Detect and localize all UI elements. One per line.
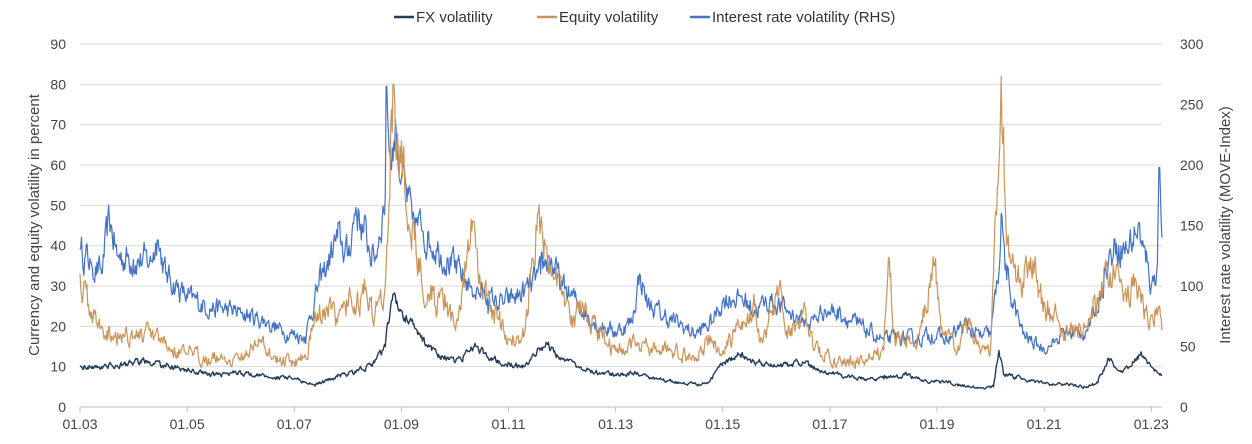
left-tick-label: 80 [50, 76, 66, 92]
right-tick-label: 0 [1180, 399, 1188, 415]
left-axis-title: Currency and equity volatility in percen… [26, 93, 43, 356]
right-tick-label: 150 [1180, 218, 1204, 234]
series-layer [79, 75, 1163, 390]
series-line-interest-rate-volatility-rhs [79, 85, 1163, 355]
right-tick-label: 300 [1180, 36, 1204, 52]
legend: FX volatility Equity volatility Interest r… [394, 9, 895, 26]
x-tick-label: 01.09 [384, 416, 419, 432]
left-axis-ticks: 0 10 20 30 40 50 60 70 80 90 [50, 36, 66, 415]
right-axis-title: Interest rate volatility (MOVE-Index) [1217, 106, 1234, 344]
right-tick-label: 250 [1180, 97, 1204, 113]
right-tick-label: 100 [1180, 278, 1204, 294]
left-tick-label: 40 [50, 238, 66, 254]
x-tick-label: 01.07 [277, 416, 312, 432]
left-tick-label: 20 [50, 318, 66, 334]
right-axis-ticks: 0 50 100 150 200 250 300 [1180, 36, 1204, 415]
x-tick-label: 01.11 [492, 416, 526, 432]
left-tick-label: 50 [50, 197, 66, 213]
x-tick-label: 01.03 [62, 416, 97, 432]
x-tick-label: 01.13 [598, 416, 633, 432]
left-tick-label: 30 [50, 278, 66, 294]
x-axis-ticks: 01.03 01.05 01.07 01.09 01.11 01.13 01.15 01.17… [62, 407, 1169, 432]
series-line-equity-volatility [79, 75, 1163, 369]
legend-label: Equity volatility [559, 9, 659, 26]
x-tick-label: 01.17 [812, 416, 847, 432]
x-tick-label: 01.05 [170, 416, 205, 432]
right-tick-label: 200 [1180, 157, 1204, 173]
x-tick-label: 01.23 [1134, 416, 1169, 432]
left-tick-label: 60 [50, 157, 66, 173]
x-tick-label: 01.19 [920, 416, 955, 432]
x-tick-label: 01.21 [1027, 416, 1062, 432]
series-line-fx-volatility [79, 292, 1163, 390]
legend-label: FX volatility [416, 9, 493, 26]
left-tick-label: 10 [50, 359, 66, 375]
x-tick-label: 01.15 [705, 416, 740, 432]
right-tick-label: 50 [1180, 339, 1196, 355]
left-tick-label: 90 [50, 36, 66, 52]
left-tick-label: 0 [58, 399, 66, 415]
legend-label: Interest rate volatility (RHS) [712, 9, 895, 26]
left-tick-label: 70 [50, 117, 66, 133]
